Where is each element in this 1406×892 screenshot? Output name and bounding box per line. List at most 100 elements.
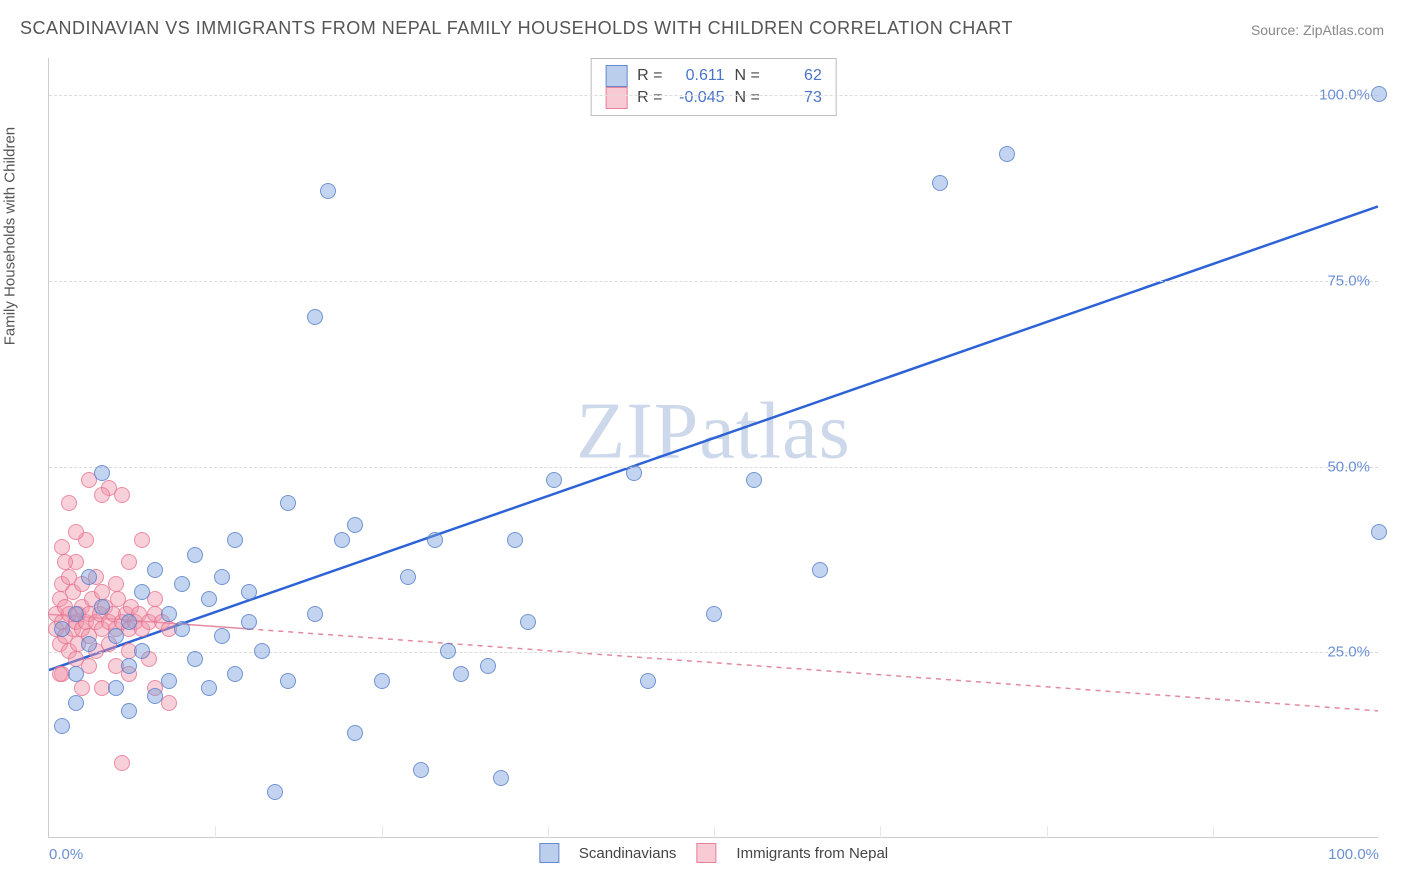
- gridline-v: [382, 826, 383, 838]
- data-point: [227, 666, 243, 682]
- gridline-h: [49, 281, 1378, 282]
- y-tick-label: 100.0%: [1319, 87, 1370, 104]
- data-point: [626, 465, 642, 481]
- data-point: [187, 651, 203, 667]
- data-point: [706, 606, 722, 622]
- data-point: [493, 770, 509, 786]
- data-point: [161, 606, 177, 622]
- data-point: [134, 643, 150, 659]
- data-point: [94, 487, 110, 503]
- data-point: [114, 487, 130, 503]
- data-point: [280, 673, 296, 689]
- data-point: [68, 524, 84, 540]
- legend-n-value: 62: [770, 67, 822, 85]
- data-point: [546, 472, 562, 488]
- data-point: [307, 309, 323, 325]
- gridline-h: [49, 652, 1378, 653]
- data-point: [520, 614, 536, 630]
- data-point: [480, 658, 496, 674]
- trendline-nepal-dashed: [248, 629, 1378, 711]
- data-point: [61, 495, 77, 511]
- data-point: [54, 718, 70, 734]
- trendline-scandinavians: [49, 206, 1378, 670]
- data-point: [1371, 86, 1387, 102]
- data-point: [161, 673, 177, 689]
- legend-n-label: N =: [735, 89, 760, 107]
- data-point: [54, 621, 70, 637]
- data-point: [81, 636, 97, 652]
- series-label-nepal: Immigrants from Nepal: [736, 845, 888, 862]
- correlation-legend: R = 0.611 N = 62 R = -0.045 N = 73: [590, 58, 837, 116]
- data-point: [94, 599, 110, 615]
- data-point: [280, 495, 296, 511]
- y-tick-label: 25.0%: [1327, 644, 1370, 661]
- legend-r-label: R =: [637, 89, 662, 107]
- data-point: [147, 688, 163, 704]
- data-point: [174, 576, 190, 592]
- legend-swatch: [605, 65, 627, 87]
- x-tick-label: 100.0%: [1328, 846, 1379, 863]
- y-tick-label: 75.0%: [1327, 272, 1370, 289]
- data-point: [54, 539, 70, 555]
- data-point: [241, 614, 257, 630]
- data-point: [68, 606, 84, 622]
- data-point: [74, 680, 90, 696]
- gridline-v: [548, 826, 549, 838]
- data-point: [347, 517, 363, 533]
- data-point: [413, 762, 429, 778]
- series-legend: Scandinavians Immigrants from Nepal: [539, 843, 888, 863]
- legend-n-value: 73: [770, 89, 822, 107]
- data-point: [427, 532, 443, 548]
- data-point: [1371, 524, 1387, 540]
- data-point: [307, 606, 323, 622]
- trend-lines-layer: [49, 58, 1378, 837]
- data-point: [932, 175, 948, 191]
- data-point: [507, 532, 523, 548]
- data-point: [114, 755, 130, 771]
- chart-title: SCANDINAVIAN VS IMMIGRANTS FROM NEPAL FA…: [20, 18, 1013, 39]
- data-point: [201, 591, 217, 607]
- legend-r-value: 0.611: [673, 67, 725, 85]
- series-swatch: [539, 843, 559, 863]
- data-point: [108, 680, 124, 696]
- data-point: [187, 547, 203, 563]
- legend-n-label: N =: [735, 67, 760, 85]
- data-point: [52, 666, 68, 682]
- data-point: [57, 554, 73, 570]
- legend-r-label: R =: [637, 67, 662, 85]
- legend-r-value: -0.045: [673, 89, 725, 107]
- data-point: [999, 146, 1015, 162]
- data-point: [334, 532, 350, 548]
- data-point: [254, 643, 270, 659]
- data-point: [147, 562, 163, 578]
- legend-row-scandinavians: R = 0.611 N = 62: [605, 65, 822, 87]
- series-swatch: [696, 843, 716, 863]
- legend-swatch: [605, 87, 627, 109]
- data-point: [347, 725, 363, 741]
- x-tick-label: 0.0%: [49, 846, 83, 863]
- data-point: [453, 666, 469, 682]
- data-point: [214, 569, 230, 585]
- data-point: [440, 643, 456, 659]
- data-point: [320, 183, 336, 199]
- data-point: [267, 784, 283, 800]
- data-point: [640, 673, 656, 689]
- data-point: [201, 680, 217, 696]
- data-point: [121, 554, 137, 570]
- chart-plot-area: ZIPatlas R =0.611N =62R =-0.045N =73 Sca…: [48, 58, 1378, 838]
- gridline-h: [49, 467, 1378, 468]
- watermark: ZIPatlas: [576, 386, 851, 477]
- data-point: [121, 658, 137, 674]
- gridline-v: [714, 826, 715, 838]
- series-label-scandinavians: Scandinavians: [579, 845, 677, 862]
- data-point: [68, 666, 84, 682]
- data-point: [68, 695, 84, 711]
- data-point: [812, 562, 828, 578]
- gridline-v: [1213, 826, 1214, 838]
- data-point: [108, 576, 124, 592]
- gridline-v: [215, 826, 216, 838]
- data-point: [746, 472, 762, 488]
- data-point: [94, 465, 110, 481]
- gridline-v: [880, 826, 881, 838]
- data-point: [241, 584, 257, 600]
